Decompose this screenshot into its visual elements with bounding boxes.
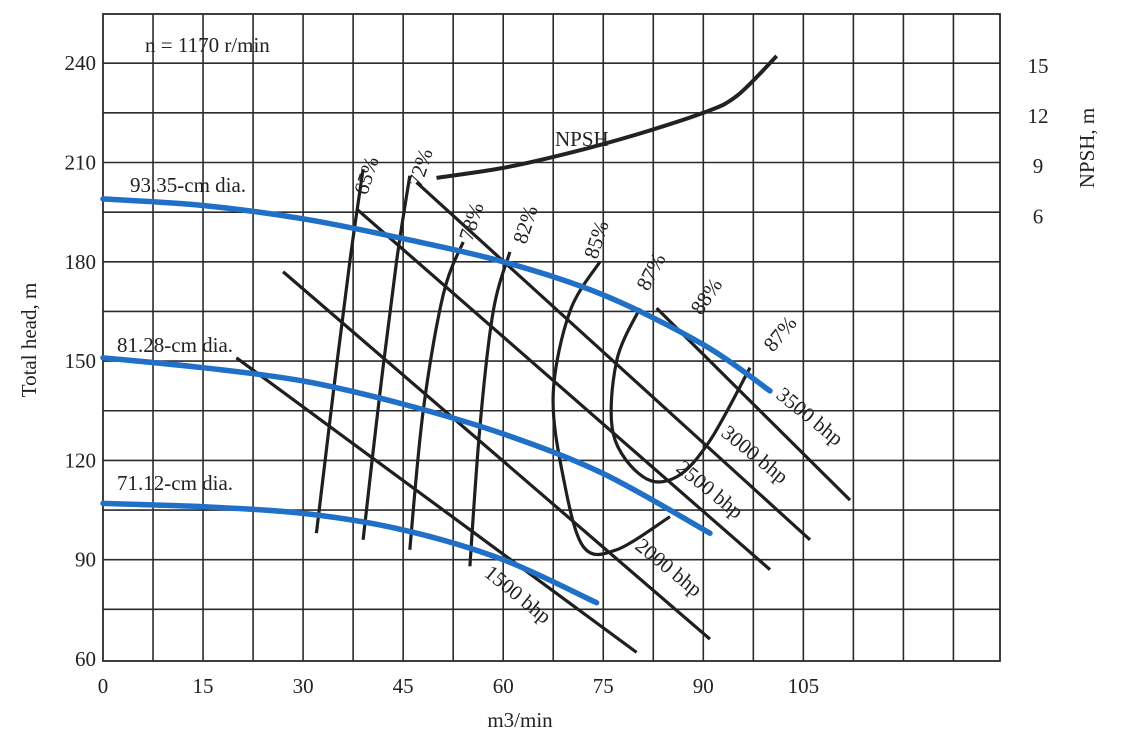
x-tick-label: 45 (393, 674, 414, 698)
x-tick-label: 90 (693, 674, 714, 698)
y-tick-label: 60 (75, 647, 96, 671)
curves (100, 54, 852, 654)
x-tick-label: 105 (788, 674, 820, 698)
head-curve-label: 93.35-cm dia. (130, 173, 246, 197)
y2-tick-label: 15 (1028, 54, 1049, 78)
x-tick-label: 30 (293, 674, 314, 698)
efficiency-label: 87% (631, 249, 670, 294)
head-curve (100, 500, 600, 606)
y2-axis-label: NPSH, m (1075, 108, 1099, 189)
efficiency-contour (551, 260, 671, 557)
power-line-label: 3500 bhp (772, 382, 848, 450)
y-tick-label: 150 (65, 349, 97, 373)
efficiency-contour (361, 175, 412, 540)
efficiency-contour (408, 241, 465, 550)
y2-tick-label: 9 (1033, 154, 1044, 178)
npsh-curve (436, 54, 779, 180)
efficiency-contour (314, 168, 365, 534)
y-tick-label: 90 (75, 548, 96, 572)
y-tick-label: 240 (65, 51, 97, 75)
y-axis-label: Total head, m (17, 283, 41, 398)
npsh-curve-label: NPSH (555, 127, 609, 151)
head-curve-label: 71.12-cm dia. (117, 471, 233, 495)
power-line (282, 270, 712, 641)
x-tick-label: 60 (493, 674, 514, 698)
chart-title: n = 1170 r/min (145, 33, 270, 57)
efficiency-contour (609, 307, 752, 484)
power-line (415, 181, 812, 542)
y-tick-label: 120 (65, 448, 97, 472)
power-line (355, 207, 772, 571)
efficiency-label: 65% (349, 154, 384, 198)
power-line (655, 307, 852, 502)
efficiency-contour (468, 251, 512, 567)
efficiency-label: 85% (579, 218, 614, 262)
plot-frame (102, 13, 1001, 662)
x-tick-label: 0 (98, 674, 109, 698)
efficiency-label: 87% (758, 311, 801, 356)
head-curve-label: 81.28-cm dia. (117, 333, 233, 357)
efficiency-label: 82% (508, 203, 543, 247)
y2-tick-label: 12 (1028, 104, 1049, 128)
y-tick-label: 210 (65, 151, 97, 175)
power-line-label: 2000 bhp (631, 533, 707, 601)
power-line-label: 1500 bhp (480, 560, 556, 628)
y-tick-label: 180 (65, 250, 97, 274)
efficiency-label: 78% (454, 200, 489, 244)
head-curve (100, 196, 773, 394)
x-tick-label: 75 (593, 674, 614, 698)
x-tick-label: 15 (193, 674, 214, 698)
power-line-label: 2500 bhp (672, 455, 748, 523)
grid (102, 13, 1001, 662)
power-line (235, 356, 638, 654)
x-axis-label: m3/min (487, 708, 553, 732)
y2-tick-label: 6 (1033, 204, 1044, 228)
efficiency-label: 72% (403, 146, 438, 190)
head-curve (100, 355, 713, 536)
